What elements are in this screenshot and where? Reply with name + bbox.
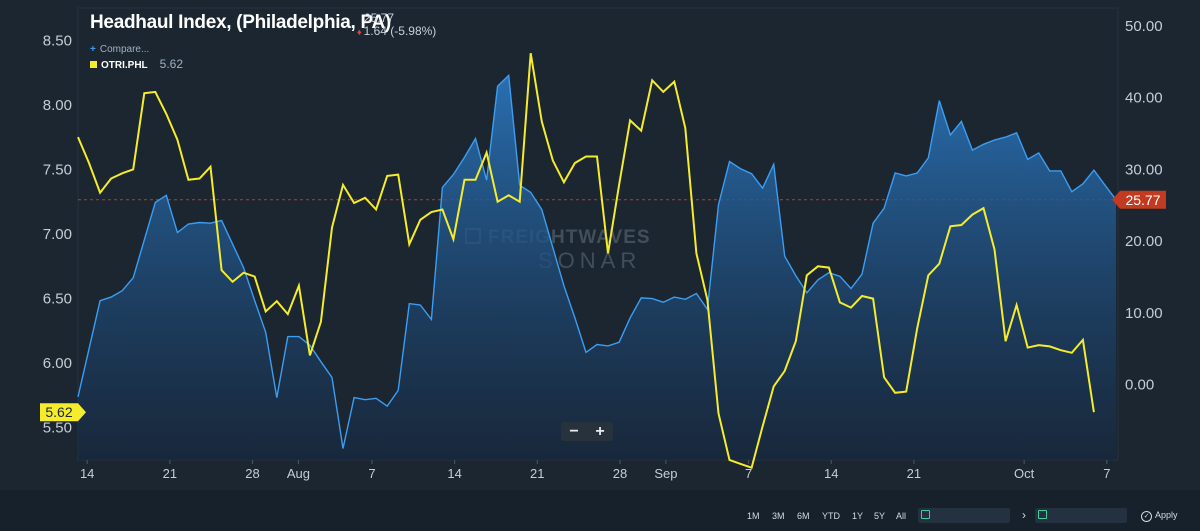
- range-ytd-button[interactable]: YTD: [822, 511, 840, 521]
- right-axis-tick-label: 10.00: [1125, 305, 1163, 322]
- x-axis-tick-label: 21: [530, 466, 544, 481]
- x-axis-tick-label: 7: [1103, 466, 1110, 481]
- last-value: 25.77: [364, 11, 395, 25]
- calendar-icon: [1038, 510, 1047, 519]
- down-arrow-icon: ♦: [357, 27, 362, 37]
- compare-button[interactable]: + Compare...: [90, 44, 149, 55]
- x-axis-tick-label: 7: [745, 466, 752, 481]
- legend-series-name: OTRI.PHL: [101, 60, 148, 71]
- range-6m-button[interactable]: 6M: [797, 511, 810, 521]
- right-axis-tick-label: 0.00: [1125, 377, 1154, 394]
- left-axis-tick-label: 8.50: [43, 32, 72, 49]
- apply-button[interactable]: ✓ Apply: [1141, 510, 1178, 522]
- compare-label: Compare...: [99, 44, 150, 55]
- headhaul-index-line[interactable]: [77, 73, 1117, 449]
- change-indicator: ♦ 1.64 (-5.98%): [357, 24, 436, 38]
- left-axis-tick-label: 8.00: [43, 97, 72, 114]
- x-axis-tick-label: 28: [613, 466, 627, 481]
- otri-last-value-badge: [40, 403, 86, 422]
- legend-item-otri[interactable]: OTRI.PHL 5.62: [90, 57, 183, 71]
- x-axis-tick-label: 7: [368, 466, 375, 481]
- range-all-button[interactable]: All: [896, 511, 907, 521]
- change-value: 1.64 (-5.98%): [363, 24, 437, 38]
- range-5y-button[interactable]: 5Y: [874, 511, 886, 521]
- legend-series-value: 5.62: [159, 57, 184, 71]
- right-axis-tick-label: 40.00: [1125, 90, 1163, 107]
- right-axis-tick-label: 50.00: [1125, 18, 1163, 35]
- range-1y-button[interactable]: 1Y: [852, 511, 864, 521]
- x-axis-tick-label: 14: [447, 466, 461, 481]
- apply-label: Apply: [1155, 510, 1178, 520]
- otri-last-value-label: 5.62: [45, 404, 72, 420]
- left-axis-tick-label: 7.00: [43, 226, 72, 243]
- chart-title: Headhaul Index, (Philadelphia, PA): [90, 12, 391, 33]
- chart-svg[interactable]: FREIGHTWAVES SONAR 8.508.007.507.006.506…: [0, 0, 1200, 490]
- x-axis-tick-label: 28: [245, 466, 259, 481]
- x-axis-tick-label: Sep: [654, 466, 677, 481]
- right-axis-tick-label: 30.00: [1125, 161, 1163, 178]
- left-axis-tick-label: 5.50: [43, 420, 72, 437]
- x-axis-tick-label: 14: [824, 466, 838, 481]
- start-date-field[interactable]: [918, 508, 1010, 523]
- headhaul-index-area: [78, 75, 1116, 461]
- left-axis-tick-label: 6.00: [43, 355, 72, 372]
- zoom-controls: − +: [561, 422, 613, 441]
- x-axis-tick-label: 14: [80, 466, 94, 481]
- x-axis-tick-label: 21: [163, 466, 177, 481]
- headhaul-last-value-badge: [1112, 190, 1166, 209]
- range-3m-button[interactable]: 3M: [772, 511, 785, 521]
- footer-bar: [0, 490, 1200, 531]
- x-axis-tick-label: Oct: [1014, 466, 1035, 481]
- chevron-right-icon: ›: [1022, 508, 1026, 522]
- chart-area[interactable]: FREIGHTWAVES SONAR 8.50 8.00 7.50 7.00 6.50 6…: [0, 0, 1200, 490]
- left-axis-tick-label: 6.50: [43, 291, 72, 308]
- right-axis-tick-label: 20.00: [1125, 233, 1163, 250]
- calendar-icon: [921, 510, 930, 519]
- zoom-in-button[interactable]: +: [595, 422, 605, 440]
- plus-icon: +: [90, 44, 96, 55]
- x-axis-tick-label: 21: [907, 466, 921, 481]
- end-date-field[interactable]: [1035, 508, 1127, 523]
- x-axis-tick-label: Aug: [287, 466, 310, 481]
- range-1m-button[interactable]: 1M: [747, 511, 760, 521]
- check-icon: ✓: [1141, 511, 1152, 522]
- legend-swatch: [90, 61, 97, 68]
- headhaul-last-value-label: 25.77: [1125, 192, 1160, 208]
- otri-phl-line[interactable]: [77, 53, 1095, 469]
- left-axis-tick-label: 7.50: [43, 161, 72, 178]
- zoom-out-button[interactable]: −: [569, 422, 579, 440]
